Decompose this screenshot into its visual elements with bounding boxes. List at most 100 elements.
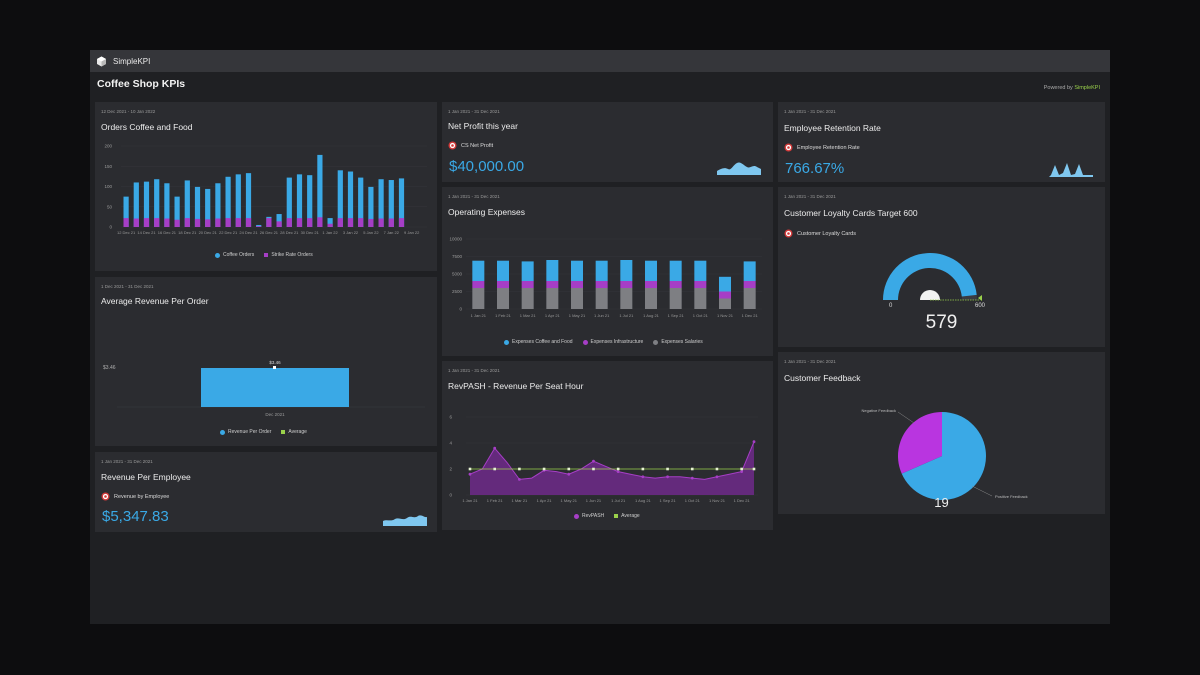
y-tick-label: 2 bbox=[449, 467, 452, 472]
bar-strike-rate-orders bbox=[256, 226, 262, 227]
pie-slice-negative bbox=[898, 412, 942, 474]
legend-average[interactable]: Average bbox=[281, 429, 307, 435]
legend-revpash[interactable]: RevPASH bbox=[574, 513, 604, 519]
bar-strike-rate-orders bbox=[266, 218, 272, 227]
y-tick-label: 150 bbox=[104, 164, 112, 169]
feedback-pie-chart[interactable]: Negative Feedback Positive Feedback bbox=[778, 390, 1105, 500]
x-tick-label: 3 Jan 22 bbox=[343, 230, 359, 235]
average-marker bbox=[666, 467, 669, 471]
x-tick-label: 18 Dec 21 bbox=[178, 230, 197, 235]
orders-panel[interactable]: 12 Dec 2021 - 10 Jan 2022 Orders Coffee … bbox=[95, 102, 437, 271]
x-tick-label: 1 Jun 21 bbox=[586, 498, 602, 503]
average-marker bbox=[616, 467, 620, 471]
bar-expenses-salaries bbox=[743, 288, 756, 309]
bar-strike-rate-orders bbox=[286, 218, 292, 227]
bar-strike-rate-orders bbox=[154, 218, 160, 227]
bar-expenses-coffee-food bbox=[472, 260, 485, 281]
bar-strike-rate-orders bbox=[215, 218, 221, 227]
bar-expenses-coffee-food bbox=[719, 276, 731, 292]
bar-strike-rate-orders bbox=[358, 218, 364, 227]
bar-expenses-infrastructure bbox=[620, 281, 633, 288]
operating-expenses-panel[interactable]: 1 Jan 2021 - 31 Dec 2021 Operating Expen… bbox=[442, 187, 773, 356]
legend-average[interactable]: Average bbox=[614, 513, 640, 519]
legend-expenses-salaries[interactable]: Expenses Salaries bbox=[653, 339, 703, 345]
gauge-max-label: 600 bbox=[975, 303, 986, 309]
bar-coffee-orders bbox=[164, 183, 170, 227]
bar-expenses-coffee-food bbox=[645, 260, 657, 281]
legend-coffee-orders[interactable]: Coffee Orders bbox=[215, 252, 254, 258]
bar-coffee-orders bbox=[337, 170, 343, 227]
dashboard-header: Coffee Shop KPIs Powered by SimpleKPI bbox=[90, 72, 1110, 96]
revpash-point bbox=[616, 470, 620, 473]
x-tick-label: 1 Jul 21 bbox=[611, 498, 626, 503]
retention-panel[interactable]: 1 Jan 2021 - 31 Dec 2021 Employee Retent… bbox=[778, 102, 1105, 182]
average-marker bbox=[752, 467, 756, 471]
powered-brand: SimpleKPI bbox=[1074, 85, 1100, 91]
revpash-point bbox=[641, 475, 645, 479]
feedback-date-range: 1 Jan 2021 - 31 Dec 2021 bbox=[784, 359, 836, 364]
bar-revenue-per-order bbox=[201, 368, 349, 407]
bar-expenses-salaries bbox=[546, 288, 559, 309]
bar-coffee-orders bbox=[378, 179, 384, 227]
bar-coffee-orders bbox=[388, 180, 394, 227]
powered-by[interactable]: Powered by SimpleKPI bbox=[1043, 85, 1100, 91]
bar-expenses-infrastructure bbox=[571, 281, 583, 288]
x-tick-label: 24 Dec 21 bbox=[239, 230, 258, 235]
bar-expenses-salaries bbox=[669, 288, 682, 309]
revpash-point bbox=[567, 472, 571, 476]
gauge-value: 579 bbox=[925, 312, 958, 333]
revenue-employee-panel[interactable]: 1 Jan 2021 - 31 Dec 2021 Revenue Per Emp… bbox=[95, 452, 437, 532]
bar-expenses-salaries bbox=[571, 288, 583, 309]
avg-revenue-chart[interactable]: $3.46 $3.46 Dec 2021 bbox=[95, 317, 437, 427]
y-tick-label: 100 bbox=[104, 184, 112, 189]
x-tick-label: 1 Sep 21 bbox=[668, 313, 685, 318]
bar-expenses-coffee-food bbox=[694, 260, 707, 281]
bar-expenses-coffee-food bbox=[620, 260, 633, 281]
net-profit-value: $40,000.00 bbox=[449, 158, 525, 175]
brand-name[interactable]: SimpleKPI bbox=[113, 56, 151, 66]
bar-expenses-salaries bbox=[497, 288, 509, 309]
bar-strike-rate-orders bbox=[225, 218, 231, 227]
bar-strike-rate-orders bbox=[388, 218, 394, 227]
loyalty-gauge[interactable] bbox=[778, 247, 1105, 337]
bar-expenses-infrastructure bbox=[521, 281, 534, 288]
x-tick-label: 1 Mar 21 bbox=[511, 498, 528, 503]
net-profit-panel[interactable]: 1 Jan 2021 - 31 Dec 2021 Net Profit this… bbox=[442, 102, 773, 182]
x-tick-label: 1 Nov 21 bbox=[717, 313, 734, 318]
avg-revenue-title: Average Revenue Per Order bbox=[101, 296, 209, 306]
operating-expenses-chart[interactable]: 0 2500 5000 7500 10000 1 Jan 21 1 Feb 21 1 Mar … bbox=[442, 225, 773, 325]
feedback-panel[interactable]: 1 Jan 2021 - 31 Dec 2021 Customer Feedba… bbox=[778, 352, 1105, 514]
average-marker bbox=[493, 467, 496, 471]
simplekpi-logo-icon[interactable] bbox=[96, 56, 107, 67]
x-tick-label: 30 Dec 21 bbox=[301, 230, 320, 235]
average-marker bbox=[542, 467, 546, 471]
bar-strike-rate-orders bbox=[235, 218, 241, 227]
bar-coffee-orders bbox=[358, 177, 364, 227]
revpash-panel[interactable]: 1 Jan 2021 - 31 Dec 2021 RevPASH - Reven… bbox=[442, 361, 773, 530]
bar-strike-rate-orders bbox=[327, 223, 333, 227]
y-tick-label: 0 bbox=[449, 493, 452, 498]
revpash-point bbox=[752, 440, 756, 444]
average-marker bbox=[592, 467, 595, 471]
retention-date-range: 1 Jan 2021 - 31 Dec 2021 bbox=[784, 109, 836, 114]
bar-coffee-orders bbox=[327, 218, 333, 227]
revpash-chart[interactable]: 0 2 4 6 1 Jan 21 1 Feb 21 1 Mar 21 1 Apr 21 1 Ma… bbox=[442, 399, 773, 509]
loyalty-title: Customer Loyalty Cards Target 600 bbox=[784, 208, 918, 218]
bar-strike-rate-orders bbox=[296, 218, 303, 227]
bar-strike-rate-orders bbox=[164, 218, 170, 227]
x-tick-label: 1 Oct 21 bbox=[685, 498, 701, 503]
bar-expenses-coffee-food bbox=[669, 260, 682, 281]
bar-coffee-orders bbox=[205, 188, 211, 227]
legend-expenses-infrastructure[interactable]: Expenses Infrastructure bbox=[582, 339, 643, 345]
retention-title: Employee Retention Rate bbox=[784, 123, 881, 133]
avg-revenue-panel[interactable]: 1 Dec 2021 - 31 Dec 2021 Average Revenue… bbox=[95, 277, 437, 446]
legend-strike-rate-orders[interactable]: Strike Rate Orders bbox=[264, 252, 313, 258]
loyalty-panel[interactable]: 1 Jan 2021 - 31 Dec 2021 Customer Loyalt… bbox=[778, 187, 1105, 347]
op-expenses-title: Operating Expenses bbox=[448, 207, 526, 217]
bar-expenses-coffee-food bbox=[546, 260, 559, 281]
orders-date-range: 12 Dec 2021 - 10 Jan 2022 bbox=[101, 109, 156, 114]
legend-revenue-per-order[interactable]: Revenue Per Order bbox=[220, 429, 271, 435]
legend-expenses-coffee-food[interactable]: Expenses Coffee and Food bbox=[504, 339, 573, 345]
bar-coffee-orders bbox=[194, 186, 201, 227]
